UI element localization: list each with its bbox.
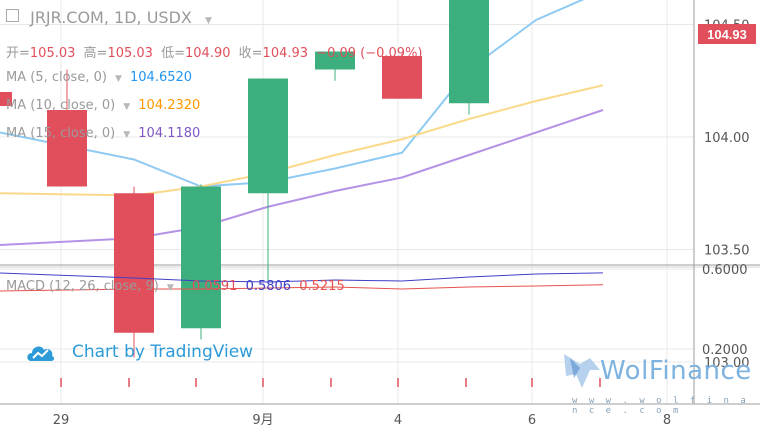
candle-body [315,51,355,70]
ma10-dropdown-icon[interactable]: ▼ [123,102,131,112]
symbol-title: JRJR.COM, 1D, USDX [30,8,192,27]
time-tick-label: 29 [53,413,70,428]
tradingview-brand[interactable]: Chart by TradingView [26,341,253,363]
macd-line-value: 0.5806 [245,279,292,294]
price-tick-label: 103.00 [704,356,750,371]
macd-tick-label: 0.2000 [702,343,748,358]
moving-average-lines [0,0,604,246]
open-value: 105.03 [29,46,76,61]
symbol-dropdown-icon[interactable]: ▼ [204,16,212,26]
candle-body [114,193,154,333]
time-tick-label: 4 [394,413,402,428]
high-value: 105.03 [107,46,153,61]
ma5-legend[interactable]: MA (5, close, 0) ▼ 104.6520 [6,70,196,85]
time-tick-label: 8 [663,413,671,428]
close-value: 104.93 [262,46,309,61]
tradingview-label: Chart by TradingView [72,342,254,362]
ma15-legend[interactable]: MA (15, close, 0) ▼ 104.1180 [6,126,204,141]
ma15-value: 104.1180 [138,126,201,141]
wolfinance-watermark: WolFinance w w w . w o l f i n a n c e .… [560,350,752,416]
candle-body [449,0,489,104]
ma15-label: MA (15, close, 0) [6,126,116,141]
candlestick-series [0,0,489,358]
macd-line [0,272,604,283]
candle-body [382,56,422,99]
ma-line-2 [0,109,604,246]
ma5-dropdown-icon[interactable]: ▼ [114,74,122,84]
ma-line-0 [0,0,585,188]
wolfinance-name: WolFinance [600,356,752,386]
time-tick-label: 6 [528,413,536,428]
wolfinance-url: w w w . w o l f i n a n c e . c o m [572,396,749,416]
macd-legend[interactable]: MACD (12, 26, close, 9) ▼ 0.0591 0.5806 0… [6,279,349,294]
candle-body-partial [0,92,12,106]
price-tick-label: 104.00 [704,131,750,146]
price-tick-label: 103.50 [704,244,750,259]
ma10-value: 104.2320 [138,98,201,113]
last-price-tag: 104.93 [698,24,756,44]
ma-line-1 [0,84,604,197]
time-tick-label: 9月 [252,413,273,428]
ma5-label: MA (5, close, 0) [6,70,107,85]
macd-dropdown-icon[interactable]: ▼ [166,283,174,293]
macd-lines [0,272,604,387]
macd-hist-value: 0.0591 [191,279,238,294]
low-value: 104.90 [185,46,231,61]
macd-tick-label: 0.6000 [702,263,748,278]
low-label: 低= [161,46,185,61]
close-label: 收= [238,46,263,61]
macd-label: MACD (12, 26, close, 9) [6,279,159,294]
high-label: 高= [83,46,108,61]
candle-body [248,78,288,194]
candle-body [181,186,221,329]
macd-signal-value: 0.5215 [299,279,345,294]
ma10-legend[interactable]: MA (10, close, 0) ▼ 104.2320 [6,98,204,113]
ma15-dropdown-icon[interactable]: ▼ [123,130,131,140]
symbol-header: JRJR.COM, 1D, USDX ▼ [6,8,216,27]
candle-body [47,110,87,187]
signal-line [0,284,604,292]
wolf-logo-icon [564,354,600,388]
axis-labels: 103.00103.50104.00104.500.60000.2000299月… [53,19,750,429]
collapse-icon[interactable] [6,9,19,22]
ohlc-legend: 开=105.03 高=105.03 低=104.90 收=104.93 −0.0… [6,42,427,61]
ma5-value: 104.6520 [130,70,193,85]
ma10-label: MA (10, close, 0) [6,98,116,113]
change-value: −0.09 (−0.09%) [316,46,423,61]
open-label: 开= [6,46,30,61]
cloud-icon [27,346,55,361]
